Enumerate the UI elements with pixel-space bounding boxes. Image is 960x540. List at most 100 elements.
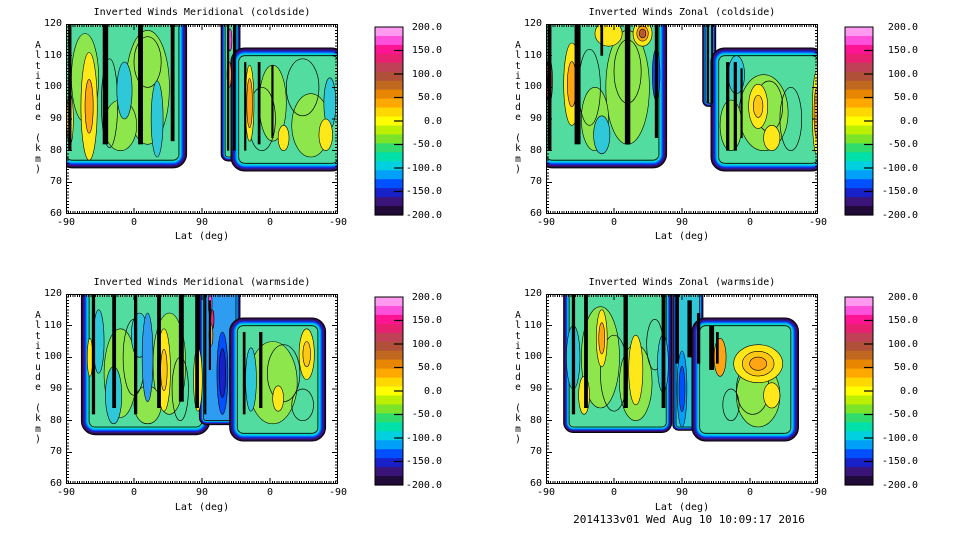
x-tick-label: 90 [195,487,209,498]
y-tick-label: 80 [49,144,62,156]
contour-plot-zonal-coldside [546,23,818,214]
colorbar-tick-label: 100.0 [887,68,918,80]
y-tick-label: 120 [43,288,62,299]
colorbar [844,26,874,216]
colorbar-tick-label: 100.0 [411,338,442,350]
y-tick-label: 60 [529,478,542,489]
colorbar-tick-label: 200.0 [887,291,918,303]
y-axis-label: A l t i t u d e ( k m ) [515,310,521,446]
x-tick-label: 0 [130,217,138,228]
y-tick-label: 110 [523,49,542,61]
y-tick-label: 80 [529,144,542,156]
y-tick-label: 110 [43,49,62,61]
colorbar-tick-label: -150.0 [405,186,442,197]
x-tick-label: 0 [266,217,274,228]
y-tick-label: 70 [49,446,62,458]
colorbar-tick-label: 150.0 [887,315,918,326]
y-tick-label: 120 [523,18,542,29]
colorbar-tick-label: 100.0 [411,68,442,80]
contour-plot-meridional-coldside [66,23,338,214]
colorbar-tick-label: 200.0 [411,21,442,33]
x-tick-label: -90 [328,217,348,228]
y-axis-label: A l t i t u d e ( k m ) [35,40,41,176]
panel-title-zonal-coldside: Inverted Winds Zonal (coldside) [588,7,776,18]
colorbar-tick-label: -100.0 [881,432,918,444]
colorbar [844,296,874,486]
y-tick-label: 80 [529,414,542,426]
colorbar-tick-label: 200.0 [887,21,918,33]
colorbar-tick-label: 50.0 [893,362,918,373]
colorbar-tick-label: -200.0 [405,209,442,221]
panel-title-meridional-warmside: Inverted Winds Meridional (warmside) [93,277,311,288]
y-tick-label: 100 [523,351,542,363]
y-tick-label: 120 [43,18,62,29]
panel-title-meridional-coldside: Inverted Winds Meridional (coldside) [93,7,311,18]
x-tick-label: 0 [266,487,274,498]
colorbar-tick-label: 0.0 [423,115,442,127]
x-axis-label: Lat (deg) [174,231,230,242]
x-tick-label: -90 [56,217,76,228]
colorbar-tick-label: -100.0 [405,432,442,444]
y-tick-label: 60 [49,478,62,489]
y-tick-label: 100 [43,351,62,363]
y-tick-label: 110 [43,319,62,331]
y-axis-label: A l t i t u d e ( k m ) [35,310,41,446]
colorbar-tick-label: 50.0 [417,362,442,373]
contour-plot-meridional-warmside [66,293,338,484]
x-tick-label: -90 [328,487,348,498]
panel-title-zonal-warmside: Inverted Winds Zonal (warmside) [588,277,776,288]
timestamp-caption: 2014133v01 Wed Aug 10 10:09:17 2016 [573,513,805,526]
colorbar-tick-label: 150.0 [411,45,442,56]
x-tick-label: 0 [610,487,618,498]
colorbar-tick-label: -150.0 [881,186,918,197]
y-tick-label: 60 [529,208,542,219]
colorbar-tick-label: 50.0 [893,92,918,103]
x-tick-label: -90 [536,217,556,228]
colorbar-tick-label: -150.0 [881,456,918,467]
y-tick-label: 110 [523,319,542,331]
x-tick-label: 90 [675,487,689,498]
colorbar-tick-label: -200.0 [405,479,442,491]
x-tick-label: -90 [808,487,828,498]
y-tick-label: 100 [523,81,542,93]
x-tick-label: -90 [808,217,828,228]
colorbar-tick-label: -50.0 [411,139,442,150]
y-tick-label: 60 [49,208,62,219]
colorbar-tick-label: 0.0 [899,385,918,397]
colorbar-tick-label: -50.0 [411,409,442,420]
y-tick-label: 90 [529,113,542,124]
colorbar-tick-label: -50.0 [887,139,918,150]
x-tick-label: -90 [536,487,556,498]
colorbar-tick-label: 0.0 [899,115,918,127]
colorbar-tick-label: -50.0 [887,409,918,420]
x-axis-label: Lat (deg) [654,231,710,242]
x-tick-label: 0 [610,217,618,228]
colorbar-tick-label: 0.0 [423,385,442,397]
colorbar-tick-label: -100.0 [881,162,918,174]
y-tick-label: 70 [49,176,62,188]
y-tick-label: 100 [43,81,62,93]
x-tick-label: 90 [675,217,689,228]
y-tick-label: 70 [529,446,542,458]
colorbar-tick-label: -100.0 [405,162,442,174]
x-tick-label: 0 [746,217,754,228]
colorbar-tick-label: 50.0 [417,92,442,103]
y-tick-label: 90 [529,383,542,394]
colorbar-tick-label: 150.0 [887,45,918,56]
colorbar [374,26,404,216]
y-tick-label: 90 [49,113,62,124]
y-tick-label: 80 [49,414,62,426]
colorbar-tick-label: 100.0 [887,338,918,350]
x-axis-label: Lat (deg) [654,502,710,513]
colorbar-tick-label: 200.0 [411,291,442,303]
colorbar-tick-label: -150.0 [405,456,442,467]
y-tick-label: 120 [523,288,542,299]
y-axis-label: A l t i t u d e ( k m ) [515,40,521,176]
y-tick-label: 70 [529,176,542,188]
x-tick-label: -90 [56,487,76,498]
y-tick-label: 90 [49,383,62,394]
contour-plot-zonal-warmside [546,293,818,484]
colorbar [374,296,404,486]
x-tick-label: 0 [746,487,754,498]
